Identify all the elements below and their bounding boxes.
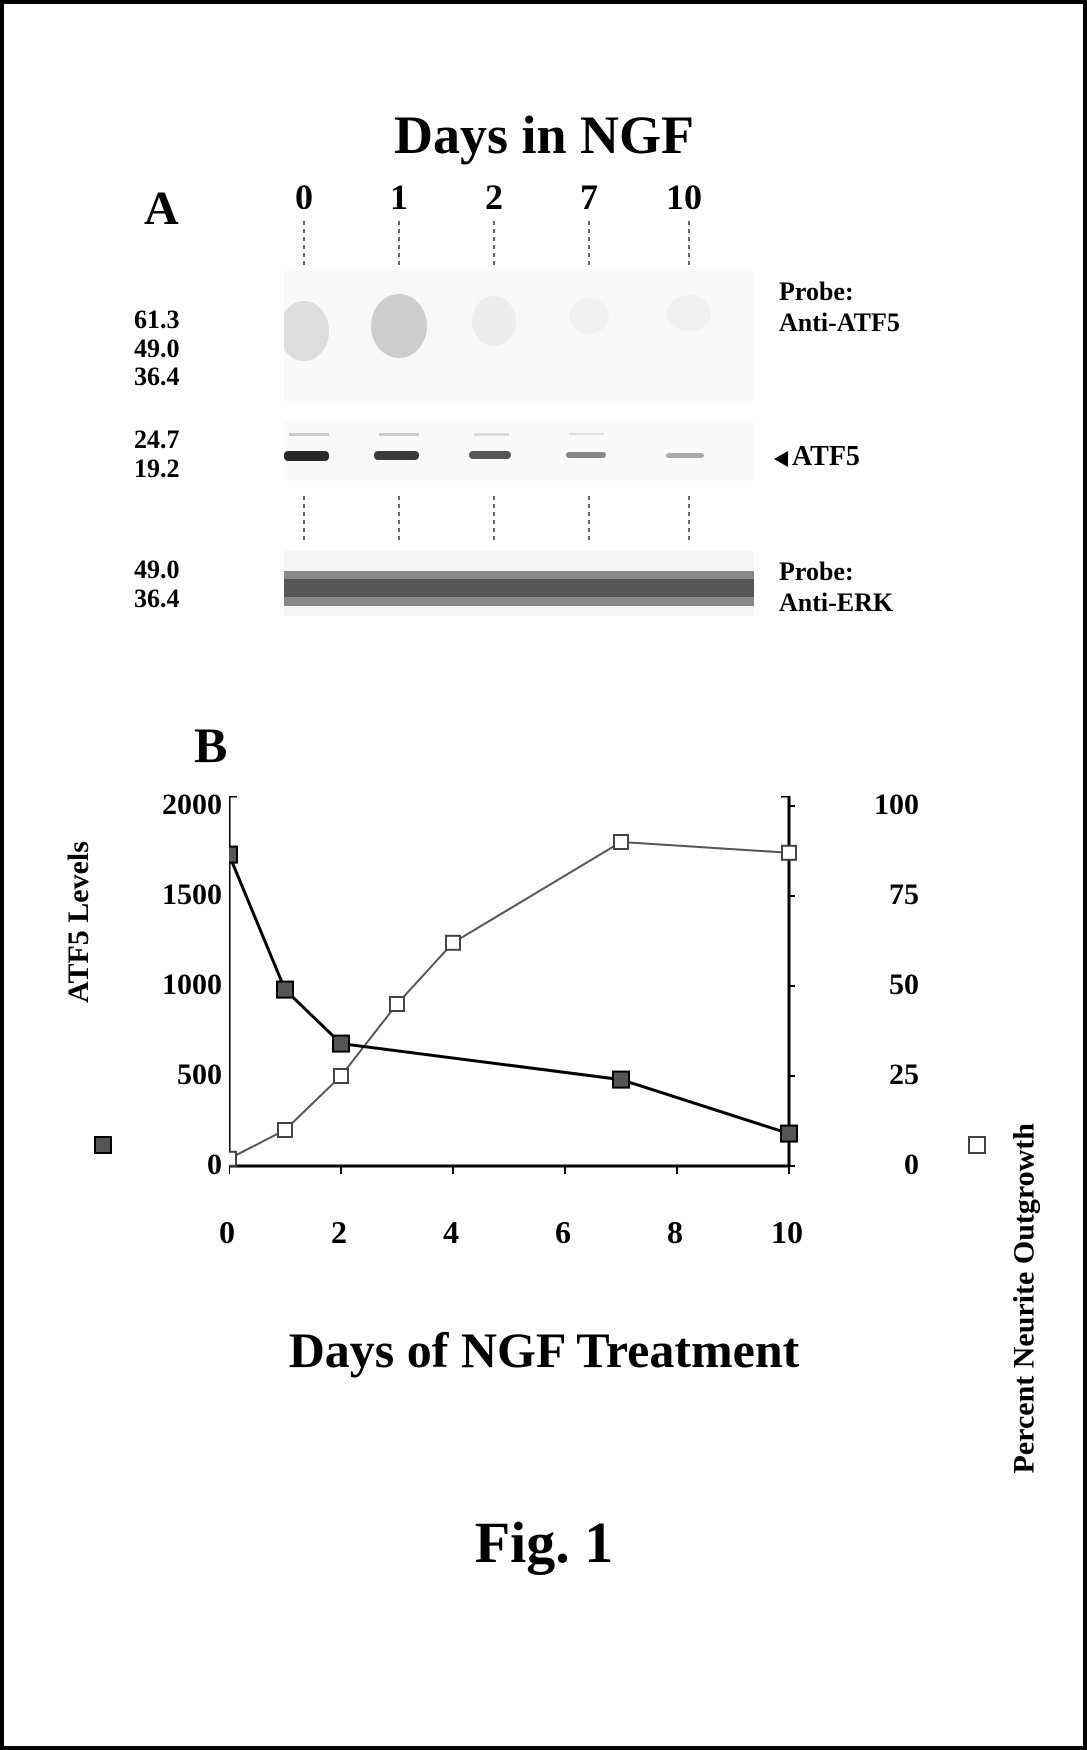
lane-1: 1 (379, 176, 419, 218)
y-left-label: ATF5 Levels (62, 841, 96, 1003)
mw-19: 19.2 (134, 455, 180, 484)
main-title: Days in NGF (84, 104, 1004, 166)
legend-open (968, 1136, 986, 1154)
yl-0: 0 (142, 1148, 222, 1182)
x-0: 0 (219, 1214, 235, 1251)
panel-b-label: B (194, 716, 227, 774)
legend-filled (94, 1136, 112, 1154)
x-10: 10 (771, 1214, 803, 1251)
x-4: 4 (443, 1214, 459, 1251)
atf5-band-label: ATF5 (774, 441, 860, 473)
lane-2: 2 (474, 176, 514, 218)
yr-75: 75 (889, 878, 919, 912)
open-square-icon (968, 1136, 986, 1154)
x-6: 6 (555, 1214, 571, 1251)
blot-erk (284, 551, 754, 616)
arrow-icon (774, 451, 788, 467)
lane-ticks-mid (284, 496, 754, 546)
mw-markers-3: 49.0 36.4 (134, 556, 180, 613)
yr-100: 100 (874, 788, 919, 822)
lane-0: 0 (284, 176, 324, 218)
probe-erk-label: Probe: Anti-ERK (779, 556, 893, 618)
yr-50: 50 (889, 968, 919, 1002)
lane-ticks-top (284, 221, 754, 271)
mw-61: 61.3 (134, 306, 180, 335)
blot-atf5-band (284, 421, 754, 481)
yr-25: 25 (889, 1058, 919, 1092)
lane-labels: 0 1 2 7 10 (284, 176, 704, 218)
x-2: 2 (331, 1214, 347, 1251)
mw-36b: 36.4 (134, 585, 180, 614)
yl-1500: 1500 (142, 878, 222, 912)
mw-24: 24.7 (134, 426, 180, 455)
yr-0: 0 (904, 1148, 919, 1182)
probe-atf5-label: Probe: Anti-ATF5 (779, 276, 900, 338)
x-axis-label: Days of NGF Treatment (84, 1321, 1004, 1379)
chart-plot (229, 796, 829, 1216)
blot-atf5-upper (284, 271, 754, 401)
yl-1000: 1000 (142, 968, 222, 1002)
lane-4: 10 (664, 176, 704, 218)
panel-b: B ATF5 Levels Percent Neurite Outgrowth … (84, 706, 1004, 1306)
yl-500: 500 (142, 1058, 222, 1092)
yl-2000: 2000 (142, 788, 222, 822)
filled-square-icon (94, 1136, 112, 1154)
mw-markers-1: 61.3 49.0 36.4 (134, 306, 180, 392)
y-right-label: Percent Neurite Outgrowth (1007, 1123, 1041, 1473)
figure-caption: Fig. 1 (84, 1509, 1004, 1576)
mw-49b: 49.0 (134, 556, 180, 585)
mw-36: 36.4 (134, 363, 180, 392)
panel-a: A 0 1 2 7 10 61.3 49.0 36.4 (84, 176, 1004, 656)
mw-markers-2: 24.7 19.2 (134, 426, 180, 483)
x-8: 8 (667, 1214, 683, 1251)
mw-49: 49.0 (134, 335, 180, 364)
lane-3: 7 (569, 176, 609, 218)
panel-a-label: A (144, 181, 179, 236)
